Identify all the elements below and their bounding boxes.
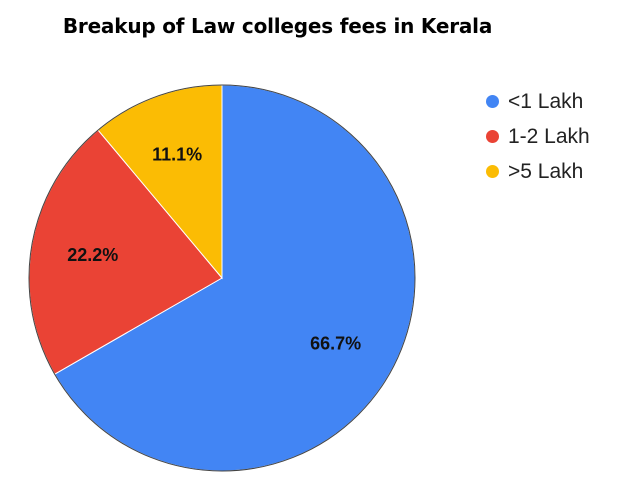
legend-label: 1-2 Lakh	[508, 124, 590, 148]
slice-label-1-2-lakh: 22.2%	[67, 245, 118, 265]
legend-label: >5 Lakh	[508, 159, 584, 183]
slice-label-lt-1-lakh: 66.7%	[310, 334, 361, 354]
legend-item-1-2-lakh: 1-2 Lakh	[486, 119, 590, 154]
legend-swatch	[486, 130, 499, 143]
chart-title: Breakup of Law colleges fees in Kerala	[62, 14, 493, 38]
legend-item-lt-1-lakh: <1 Lakh	[486, 84, 590, 119]
legend-swatch	[486, 95, 499, 108]
pie-outline	[28, 84, 416, 472]
legend-item-gt-5-lakh: >5 Lakh	[486, 154, 590, 189]
legend-label: <1 Lakh	[508, 89, 584, 113]
legend: <1 Lakh 1-2 Lakh >5 Lakh	[486, 84, 590, 189]
slice-label-gt-5-lakh: 11.1%	[152, 145, 202, 165]
legend-swatch	[486, 165, 499, 178]
